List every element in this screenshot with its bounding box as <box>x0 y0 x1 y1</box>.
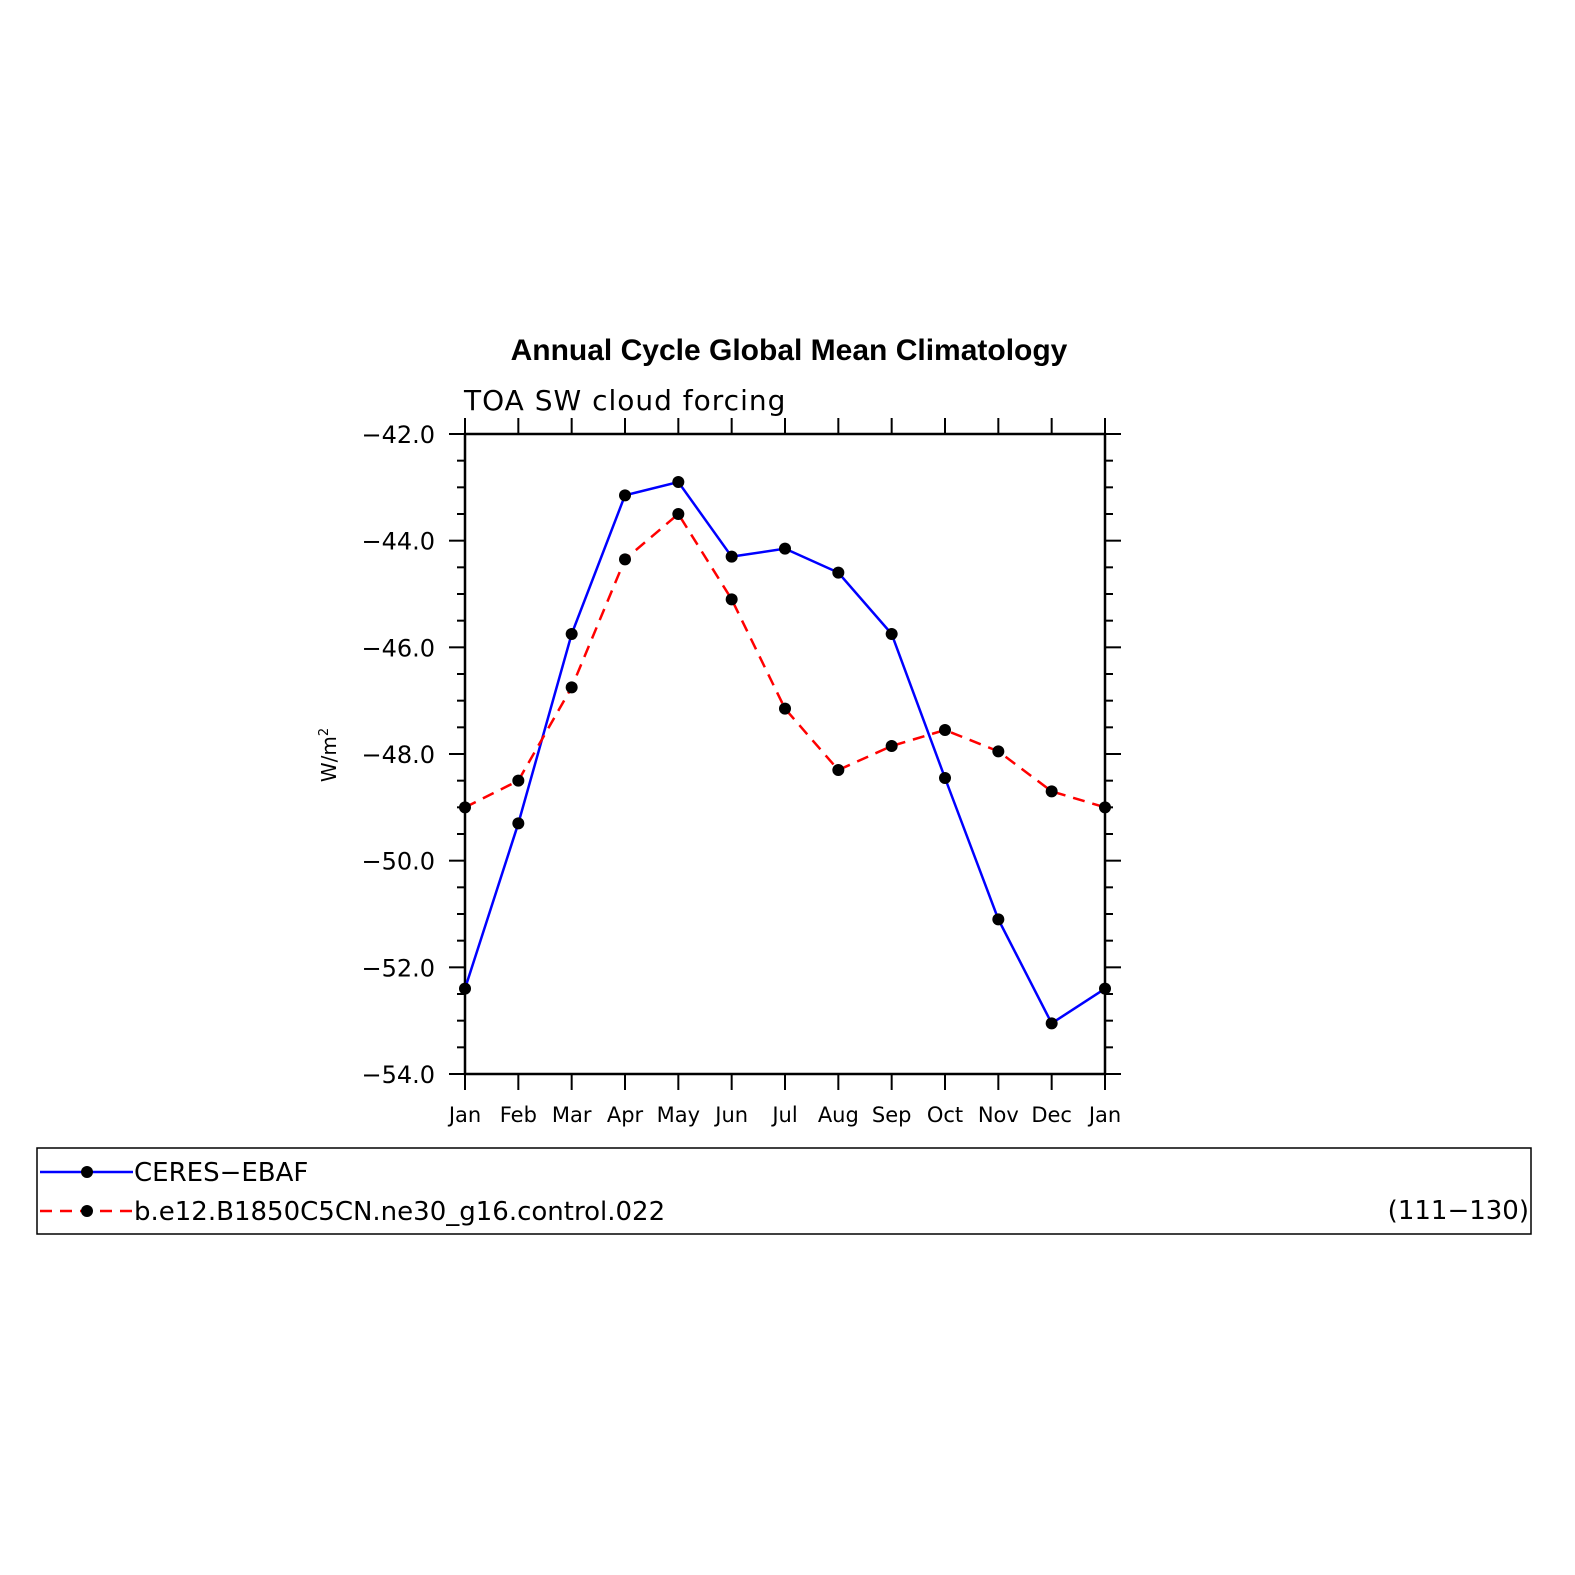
series-lines <box>463 480 1106 1026</box>
data-point-series-1 <box>512 817 525 830</box>
x-tick-label: Nov <box>978 1103 1019 1127</box>
chart-subtitle: TOA SW cloud forcing <box>463 384 786 417</box>
data-point-series-2 <box>1045 785 1058 798</box>
plot-frame <box>463 432 1107 1076</box>
legend-label-series-2: b.e12.B1850C5CN.ne30_g16.control.022 <box>134 1197 665 1227</box>
data-point-series-1 <box>725 550 738 563</box>
series-line-2 <box>464 512 1106 809</box>
y-tick-label: −48.0 <box>361 741 435 769</box>
data-point-series-2 <box>939 724 951 736</box>
x-tick-label: Mar <box>552 1103 592 1127</box>
data-point-series-1 <box>832 566 845 579</box>
y-tick-label: −46.0 <box>361 634 435 662</box>
data-point-series-1 <box>619 489 631 502</box>
data-point-series-1 <box>672 476 685 488</box>
x-axis-ticks: Jan Feb Mar Apr May Jun Jul Aug Sep Oct Nov Dec Jan <box>447 418 1121 1127</box>
x-tick-label: Feb <box>500 1103 537 1127</box>
x-tick-label: Aug <box>818 1103 859 1127</box>
data-point-series-2 <box>725 593 738 606</box>
data-point-series-2 <box>779 702 791 715</box>
series-line-1 <box>463 480 1106 1026</box>
data-point-series-1 <box>1045 1017 1058 1030</box>
data-point-series-1 <box>992 913 1005 926</box>
legend-marker-series-1 <box>81 1166 93 1178</box>
y-tick-label: −42.0 <box>361 421 435 449</box>
data-point-series-2 <box>672 508 685 520</box>
x-tick-label: Apr <box>607 1103 644 1127</box>
x-tick-label: Jul <box>770 1103 797 1127</box>
data-point-series-2 <box>619 553 631 566</box>
x-tick-label: Jan <box>447 1103 481 1127</box>
data-point-series-2 <box>885 740 898 752</box>
data-point-series-1 <box>1099 982 1111 995</box>
legend-note: (111−130) <box>1388 1196 1529 1226</box>
data-point-series-2 <box>1099 801 1111 814</box>
data-point-series-2 <box>565 681 578 694</box>
series-points <box>459 476 1111 1030</box>
legend-box <box>36 1147 1532 1235</box>
data-point-series-2 <box>512 774 525 787</box>
data-point-series-1 <box>885 628 898 640</box>
y-tick-label: −54.0 <box>361 1061 435 1089</box>
y-axis-label-superscript: 2 <box>317 728 332 736</box>
x-tick-label: Dec <box>1031 1103 1072 1127</box>
y-tick-label: −50.0 <box>361 848 435 876</box>
x-tick-label: Oct <box>927 1103 963 1127</box>
x-tick-label: Jan <box>1087 1103 1121 1127</box>
x-tick-label: May <box>657 1103 700 1127</box>
data-point-series-1 <box>459 982 471 995</box>
data-point-series-1 <box>779 542 791 555</box>
x-tick-label: Sep <box>872 1103 912 1127</box>
data-point-series-2 <box>992 745 1005 758</box>
y-tick-label: −44.0 <box>361 528 435 556</box>
legend-label-series-1: CERES−EBAF <box>134 1158 308 1188</box>
data-point-series-2 <box>459 801 471 814</box>
chart-title: Annual Cycle Global Mean Climatology <box>511 334 1068 367</box>
y-axis-ticks: −42.0 −44.0 −46.0 −48.0 −50.0 −52.0 −54.0 <box>361 421 1121 1089</box>
y-tick-label: −52.0 <box>361 954 435 982</box>
data-point-series-1 <box>565 628 578 640</box>
y-axis-label-text: W/m <box>317 736 341 782</box>
y-axis-label: W/m2 <box>317 728 341 782</box>
data-point-series-2 <box>832 764 845 776</box>
x-tick-label: Jun <box>713 1103 748 1127</box>
legend-marker-series-2 <box>81 1205 93 1217</box>
data-point-series-1 <box>939 772 951 784</box>
legend: CERES−EBAF b.e12.B1850C5CN.ne30_g16.contr… <box>40 1158 665 1227</box>
